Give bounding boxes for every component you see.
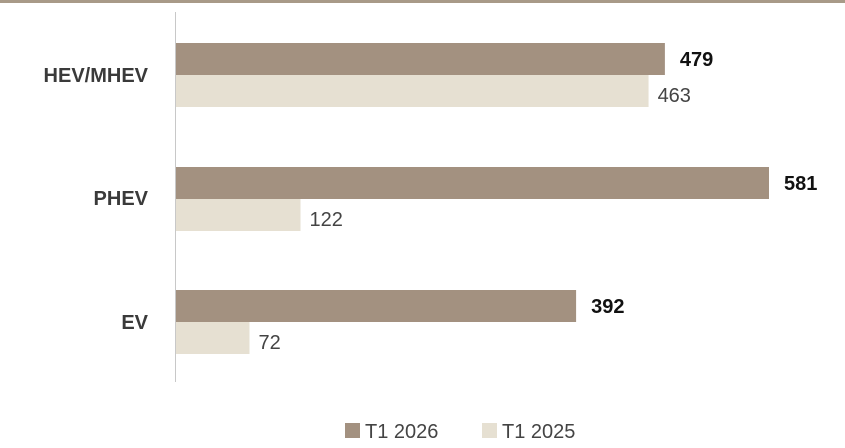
legend: T1 2026 T1 2025 (345, 421, 575, 443)
bars-group (176, 43, 769, 354)
data-label: 72 (258, 332, 280, 354)
bar-t1-2026 (176, 43, 665, 75)
legend-swatch (482, 423, 497, 438)
category-label: HEV/MHEV (44, 65, 149, 87)
data-label: 463 (658, 85, 691, 107)
data-label: 581 (784, 173, 817, 195)
bar-t1-2025 (176, 75, 649, 107)
bar-t1-2026 (176, 167, 769, 199)
legend-label: T1 2026 (365, 421, 438, 443)
top-rule (0, 0, 845, 3)
bar-t1-2025 (176, 322, 250, 354)
data-label: 392 (591, 296, 624, 318)
data-label: 479 (680, 49, 713, 71)
labels-group: HEV/MHEV 479 463 PHEV 581 122 EV 392 72 (44, 49, 818, 354)
legend-swatch (345, 423, 360, 438)
bar-t1-2026 (176, 290, 577, 322)
bar-t1-2025 (176, 199, 301, 231)
category-label: PHEV (94, 188, 149, 210)
data-label: 122 (310, 209, 343, 231)
legend-label: T1 2025 (502, 421, 575, 443)
category-label: EV (121, 312, 148, 334)
